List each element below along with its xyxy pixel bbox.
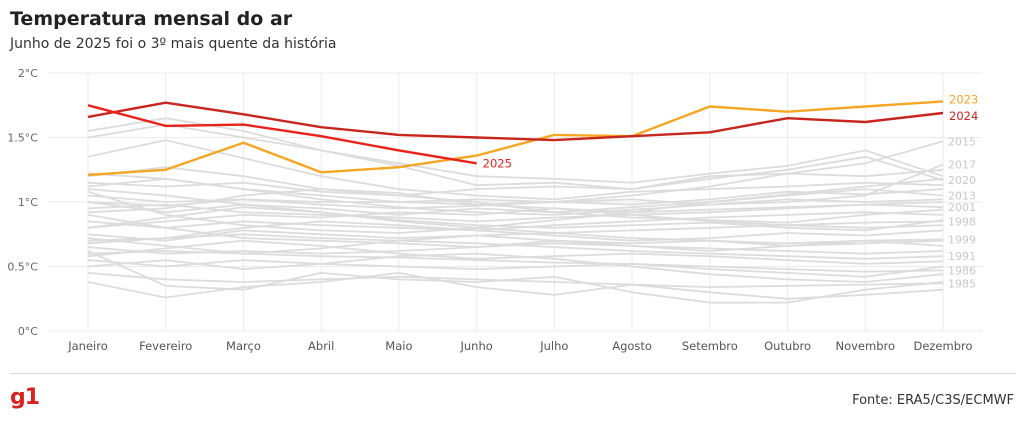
y-tick-label: 2°C <box>18 67 38 80</box>
background-year-label: 2015 <box>948 135 976 148</box>
background-year-line <box>87 188 944 216</box>
x-tick-label: Fevereiro <box>139 339 192 353</box>
series-label-2024: 2024 <box>949 109 978 123</box>
x-tick-label: Outubro <box>764 339 811 353</box>
background-year-label: 1998 <box>948 215 976 228</box>
x-tick-label: Janeiro <box>67 339 108 353</box>
background-year-line <box>87 203 944 229</box>
background-year-label: 2020 <box>948 174 976 187</box>
background-year-line <box>87 172 944 216</box>
x-tick-label: Setembro <box>682 339 738 353</box>
background-year-line <box>87 252 944 283</box>
y-tick-label: 0°C <box>18 325 38 338</box>
background-year-line <box>87 177 944 234</box>
series-label-2023: 2023 <box>949 92 978 106</box>
line-chart: 0°C 0.5°C 1°C 1.5°C 2°C Janeiro Fevereiro Março… <box>7 67 982 353</box>
background-year-label: 2013 <box>948 190 976 203</box>
source-note: Fonte: ERA5/C3S/ECMWF <box>852 393 1014 408</box>
x-tick-label: Março <box>226 339 261 353</box>
background-year-label: 1991 <box>948 250 976 263</box>
background-year-label: 2017 <box>948 159 976 172</box>
background-year-line <box>87 224 944 242</box>
background-year-label: 1986 <box>948 264 976 277</box>
footer-divider <box>10 373 1016 374</box>
x-tick-label: Julho <box>539 339 568 353</box>
background-year-line <box>87 188 944 224</box>
x-tick-label: Maio <box>385 339 412 353</box>
x-tick-label: Junho <box>459 339 492 353</box>
x-tick-label: Abril <box>308 339 334 353</box>
background-year-line <box>87 272 944 288</box>
x-tick-label: Dezembro <box>913 339 972 353</box>
series-label-2025: 2025 <box>483 156 512 170</box>
background-year-line <box>87 117 944 190</box>
series-line-2023 <box>87 100 944 177</box>
background-year-line <box>87 250 944 304</box>
x-tick-label: Agosto <box>612 339 652 353</box>
chart-title: Temperatura mensal do ar <box>10 8 293 30</box>
background-year-line <box>87 259 944 278</box>
background-year-label: 1999 <box>948 233 976 246</box>
background-year-line <box>87 123 944 184</box>
series-line-2025 <box>87 104 477 165</box>
x-tick-label: Novembro <box>835 339 895 353</box>
background-year-label: 2001 <box>948 201 976 214</box>
background-year-line <box>87 211 944 232</box>
background-year-line <box>87 139 944 201</box>
background-year-line <box>87 234 944 255</box>
y-tick-label: 1.5°C <box>7 132 38 145</box>
background-year-line <box>87 214 944 248</box>
y-tick-label: 1°C <box>18 196 38 209</box>
background-year-line <box>87 206 944 232</box>
background-year-label: 1985 <box>948 277 976 290</box>
g1-logo: g1 <box>10 385 40 410</box>
background-year-line <box>87 220 944 245</box>
chart-subtitle: Junho de 2025 foi o 3º mais quente da hi… <box>10 36 337 52</box>
background-year-line <box>87 168 944 197</box>
series-line-2024 <box>87 101 944 142</box>
background-year-line <box>87 239 944 265</box>
background-year-line <box>87 201 944 223</box>
y-tick-label: 0.5°C <box>7 261 38 274</box>
